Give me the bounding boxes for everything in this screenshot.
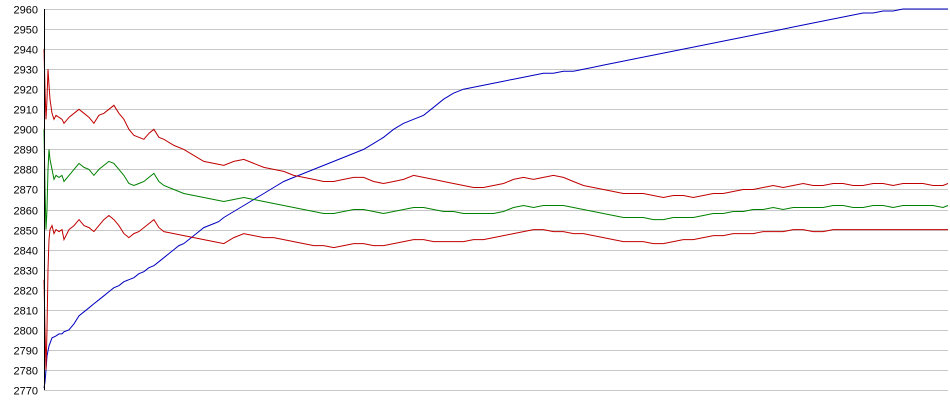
y-tick-label: 2940 [14, 45, 38, 57]
y-tick-label: 2910 [14, 105, 38, 117]
series-line-4 [43, 214, 948, 370]
y-tick-label: 2950 [14, 25, 38, 37]
y-tick-label: 2800 [14, 326, 38, 338]
y-tick-label: 2830 [14, 266, 38, 278]
y-tick-label: 2930 [14, 65, 38, 77]
y-axis-tick-labels: 2960 2950 2940 2930 2920 2910 2900 2890 2880 2870… [14, 5, 38, 398]
series-lines [43, 8, 949, 389]
gridlines [44, 9, 948, 391]
y-tick-label: 2860 [14, 206, 38, 218]
y-tick-label: 2920 [14, 85, 38, 97]
y-tick-label: 2820 [14, 286, 38, 298]
y-tick-label: 2900 [14, 125, 38, 137]
y-tick-label: 2870 [14, 185, 38, 197]
series-line-2 [43, 49, 949, 199]
y-tick-label: 2850 [14, 226, 38, 238]
y-tick-label: 2960 [14, 5, 38, 17]
y-tick-label: 2780 [14, 366, 38, 378]
y-tick-label: 2770 [14, 386, 38, 398]
series-line-1 [43, 8, 948, 389]
y-tick-label: 2890 [14, 145, 38, 157]
y-tick-label: 2880 [14, 165, 38, 177]
y-tick-label: 2810 [14, 306, 38, 318]
y-tick-label: 2790 [14, 346, 38, 358]
y-tick-label: 2840 [14, 246, 38, 258]
series-line-3 [43, 129, 949, 230]
